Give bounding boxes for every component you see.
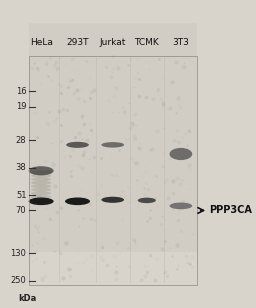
Ellipse shape	[31, 195, 51, 199]
Text: HeLa: HeLa	[30, 38, 52, 47]
Ellipse shape	[31, 188, 51, 192]
Text: PPP3CA: PPP3CA	[209, 205, 252, 216]
Ellipse shape	[169, 148, 192, 160]
Ellipse shape	[66, 142, 89, 148]
Text: kDa: kDa	[18, 294, 37, 303]
Ellipse shape	[31, 191, 51, 195]
Text: 28: 28	[16, 136, 26, 145]
Ellipse shape	[65, 197, 90, 205]
Text: 250: 250	[11, 276, 26, 285]
Ellipse shape	[31, 171, 51, 174]
Text: 130: 130	[10, 249, 26, 258]
Text: 38: 38	[16, 163, 26, 172]
Text: 51: 51	[16, 191, 26, 200]
FancyBboxPatch shape	[29, 23, 197, 252]
Text: 19: 19	[16, 102, 26, 111]
Ellipse shape	[31, 181, 51, 184]
Ellipse shape	[29, 166, 54, 175]
Ellipse shape	[101, 197, 124, 203]
Ellipse shape	[169, 203, 192, 209]
Text: 3T3: 3T3	[173, 38, 189, 47]
Ellipse shape	[29, 197, 54, 205]
Text: TCMK: TCMK	[134, 38, 159, 47]
Ellipse shape	[138, 198, 156, 203]
Text: 70: 70	[16, 206, 26, 215]
Ellipse shape	[31, 177, 51, 181]
Ellipse shape	[31, 184, 51, 188]
Ellipse shape	[101, 142, 124, 148]
Text: Jurkat: Jurkat	[100, 38, 126, 47]
Ellipse shape	[31, 174, 51, 178]
Text: 16: 16	[16, 87, 26, 96]
Text: 293T: 293T	[66, 38, 89, 47]
